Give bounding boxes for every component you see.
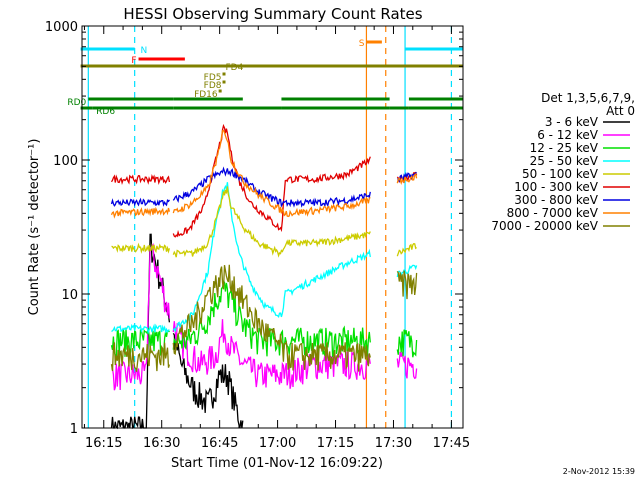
legend-title: Det 1,3,5,6,7,9, [541,91,635,105]
timestamp: 2-Nov-2012 15:39 [563,467,635,476]
legend-label: 800 - 7000 keV [507,206,599,220]
series-line-2 [111,242,418,391]
x-tick-label: 17:00 [259,436,296,451]
legend-label: 100 - 300 keV [514,180,598,194]
series-line-5 [111,186,417,258]
x-tick-label: 16:15 [85,436,122,451]
y-tick-label: 100 [53,154,78,169]
series-line-8 [110,129,418,219]
y-tick-label: 10 [61,288,78,303]
legend-label: 12 - 25 keV [530,141,599,155]
flag-dot [218,89,222,93]
legend-label: 3 - 6 keV [545,115,599,129]
x-axis-ticks: 16:15 16:30 16:45 17:00 17:15 17:30 17:45 [83,26,470,451]
y-axis-label: Count Rate (s⁻¹ detector⁻¹) [27,139,42,316]
flag-label: FD16 [194,90,218,100]
legend-title: Att 0 [606,104,635,118]
flag-dot [222,80,226,84]
flag-label: RD6 [96,107,115,117]
vertical-markers [87,26,453,428]
legend-label: 50 - 100 keV [522,167,599,181]
plot-frame [81,25,464,429]
y-tick-label: 1 [70,422,78,437]
x-tick-label: 16:30 [143,436,180,451]
legend-label: 25 - 50 keV [530,154,599,168]
y-tick-label: 1000 [45,20,78,35]
legend-label: 300 - 800 keV [514,193,598,207]
legend-label: 6 - 12 keV [537,128,599,142]
x-tick-label: 17:30 [375,436,412,451]
flag-dot [222,72,226,76]
flag-label: S [359,39,365,49]
series-line-3 [110,280,418,360]
y-axis-ticks: 1 10 100 1000 [45,20,463,437]
chart-title: HESSI Observing Summary Count Rates [123,5,422,23]
x-axis-label: Start Time (01-Nov-12 16:09:22) [171,456,383,471]
series-line-9 [110,264,418,372]
flag-label: RD0 [67,98,86,108]
flag-label: F [131,56,136,66]
flag-label: FD5 [204,73,222,83]
flag-label: N [141,46,148,56]
flag-label: FD8 [204,81,222,91]
x-tick-label: 16:45 [201,436,238,451]
legend-label: 7000 - 20000 keV [491,219,598,233]
flag-label: FD4 [226,63,244,73]
series-lines [110,123,418,430]
series-line-7 [110,166,417,208]
x-tick-label: 17:45 [433,436,470,451]
x-tick-label: 17:15 [317,436,354,451]
